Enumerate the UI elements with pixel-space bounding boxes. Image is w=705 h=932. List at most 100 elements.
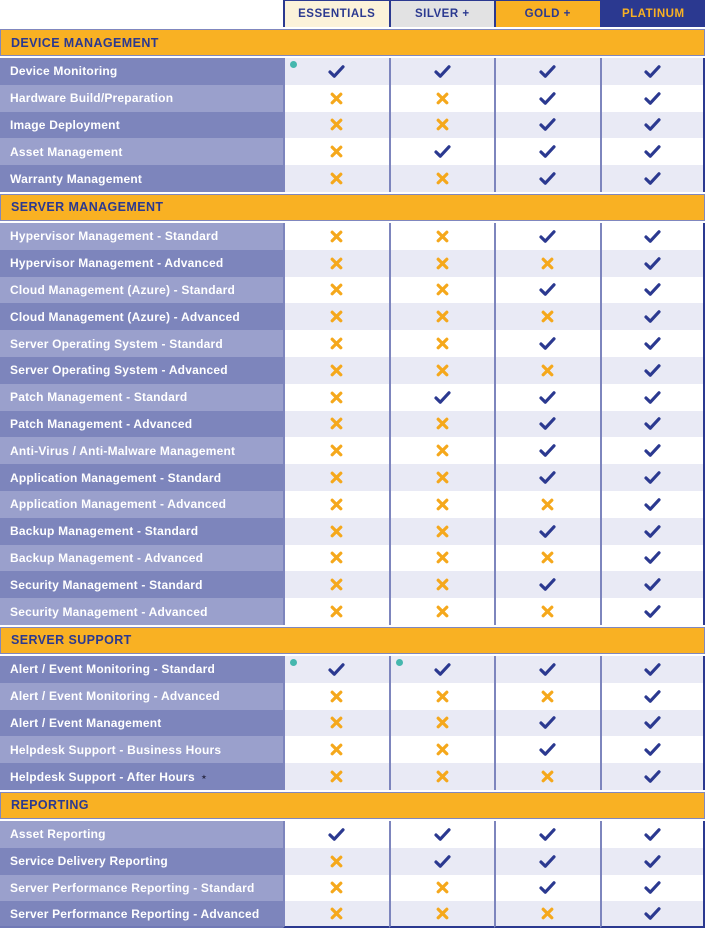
feature-row: Device Monitoring bbox=[0, 58, 705, 85]
feature-row: Helpdesk Support - After Hours ⋆ bbox=[0, 763, 705, 790]
feature-cell-platinum bbox=[599, 111, 705, 139]
feature-row: Security Management - Advanced bbox=[0, 598, 705, 625]
cross-icon bbox=[330, 605, 343, 618]
feature-cell-gold bbox=[494, 709, 600, 737]
feature-label: Server Performance Reporting - Standard bbox=[0, 874, 283, 902]
feature-row: Backup Management - Advanced bbox=[0, 544, 705, 572]
check-icon bbox=[644, 390, 661, 404]
feature-row: Asset Reporting bbox=[0, 820, 705, 848]
feature-cell-gold bbox=[494, 517, 600, 545]
feature-label-text: Security Management - Advanced bbox=[10, 604, 208, 619]
check-icon bbox=[539, 91, 556, 105]
cross-icon bbox=[541, 605, 554, 618]
feature-cell-gold bbox=[494, 847, 600, 875]
feature-cell-platinum bbox=[599, 303, 705, 331]
feature-cell-platinum bbox=[599, 383, 705, 411]
cross-icon bbox=[436, 743, 449, 756]
feature-row: Asset Management bbox=[0, 138, 705, 166]
cross-icon bbox=[541, 310, 554, 323]
section-header: DEVICE MANAGEMENT bbox=[0, 29, 705, 56]
feature-label: Server Operating System - Standard bbox=[0, 330, 283, 357]
feature-row: Warranty Management bbox=[0, 165, 705, 192]
cross-icon bbox=[330, 364, 343, 377]
check-icon bbox=[434, 663, 451, 676]
cross-icon bbox=[330, 855, 343, 868]
note-dot-icon bbox=[290, 61, 297, 68]
feature-cell-platinum bbox=[599, 276, 705, 304]
feature-cell-silver bbox=[388, 544, 494, 572]
check-icon bbox=[434, 145, 451, 159]
feature-row: Hypervisor Management - Advanced bbox=[0, 249, 705, 277]
check-icon bbox=[644, 689, 661, 703]
feature-label-text: Alert / Event Management bbox=[10, 715, 162, 730]
feature-cell-gold bbox=[494, 58, 600, 85]
cross-icon bbox=[330, 92, 343, 105]
feature-label-text: Patch Management - Standard bbox=[10, 390, 188, 405]
feature-cell-silver bbox=[388, 490, 494, 518]
feature-label: Hardware Build/Preparation bbox=[0, 84, 283, 112]
feature-label: Alert / Event Management bbox=[0, 709, 283, 737]
feature-cell-essentials bbox=[283, 276, 389, 304]
cross-icon bbox=[330, 230, 343, 243]
check-icon bbox=[434, 854, 451, 868]
feature-cell-essentials bbox=[283, 111, 389, 139]
feature-cell-silver bbox=[388, 138, 494, 166]
check-icon bbox=[539, 337, 556, 350]
feature-cell-platinum bbox=[599, 901, 705, 929]
cross-icon bbox=[436, 444, 449, 457]
check-icon bbox=[644, 551, 661, 565]
feature-cell-silver bbox=[388, 222, 494, 250]
feature-row: Cloud Management (Azure) - Standard bbox=[0, 276, 705, 304]
section-header: REPORTING bbox=[0, 791, 705, 819]
check-icon bbox=[539, 145, 556, 159]
check-icon bbox=[328, 828, 345, 841]
feature-cell-gold bbox=[494, 901, 600, 929]
cross-icon bbox=[436, 716, 449, 729]
check-icon bbox=[539, 471, 556, 484]
feature-cell-platinum bbox=[599, 410, 705, 438]
feature-label: Service Delivery Reporting bbox=[0, 847, 283, 875]
feature-row: Cloud Management (Azure) - Advanced bbox=[0, 303, 705, 331]
feature-cell-essentials bbox=[283, 437, 389, 465]
feature-label-text: Application Management - Advanced bbox=[10, 497, 227, 512]
check-icon bbox=[539, 417, 556, 431]
feature-row: Patch Management - Advanced bbox=[0, 410, 705, 438]
feature-cell-essentials bbox=[283, 709, 389, 737]
feature-cell-gold bbox=[494, 437, 600, 465]
feature-label: Server Operating System - Advanced bbox=[0, 356, 283, 384]
feature-cell-platinum bbox=[599, 138, 705, 166]
feature-cell-silver bbox=[388, 682, 494, 710]
cross-icon bbox=[330, 743, 343, 756]
check-icon bbox=[539, 881, 556, 895]
feature-label-text: Patch Management - Advanced bbox=[10, 416, 193, 431]
check-icon bbox=[644, 907, 661, 921]
cross-icon bbox=[436, 690, 449, 703]
check-icon bbox=[644, 310, 661, 324]
feature-cell-essentials bbox=[283, 303, 389, 331]
cross-icon bbox=[436, 578, 449, 591]
plan-header-essentials: ESSENTIALS bbox=[283, 0, 389, 27]
feature-cell-essentials bbox=[283, 330, 389, 357]
cross-icon bbox=[330, 690, 343, 703]
feature-cell-essentials bbox=[283, 165, 389, 192]
feature-cell-essentials bbox=[283, 820, 389, 848]
cross-icon bbox=[436, 417, 449, 430]
check-icon bbox=[644, 524, 661, 538]
feature-row: Server Performance Reporting - Advanced bbox=[0, 901, 705, 929]
feature-label-text: Anti-Virus / Anti-Malware Management bbox=[10, 443, 236, 458]
feature-label-text: Helpdesk Support - After Hours bbox=[10, 769, 195, 784]
feature-label: Hypervisor Management - Advanced bbox=[0, 249, 283, 277]
check-icon bbox=[644, 743, 661, 757]
feature-label: Anti-Virus / Anti-Malware Management bbox=[0, 437, 283, 465]
feature-cell-essentials bbox=[283, 517, 389, 545]
feature-cell-silver bbox=[388, 111, 494, 139]
plan-header-row: ESSENTIALS SILVER + GOLD + PLATINUM bbox=[0, 0, 705, 27]
cross-icon bbox=[436, 172, 449, 185]
cross-icon bbox=[330, 770, 343, 783]
cross-icon bbox=[436, 283, 449, 296]
feature-row: Server Operating System - Advanced bbox=[0, 356, 705, 384]
check-icon bbox=[644, 91, 661, 105]
check-icon bbox=[539, 524, 556, 538]
feature-cell-gold bbox=[494, 571, 600, 599]
feature-cell-silver bbox=[388, 356, 494, 384]
